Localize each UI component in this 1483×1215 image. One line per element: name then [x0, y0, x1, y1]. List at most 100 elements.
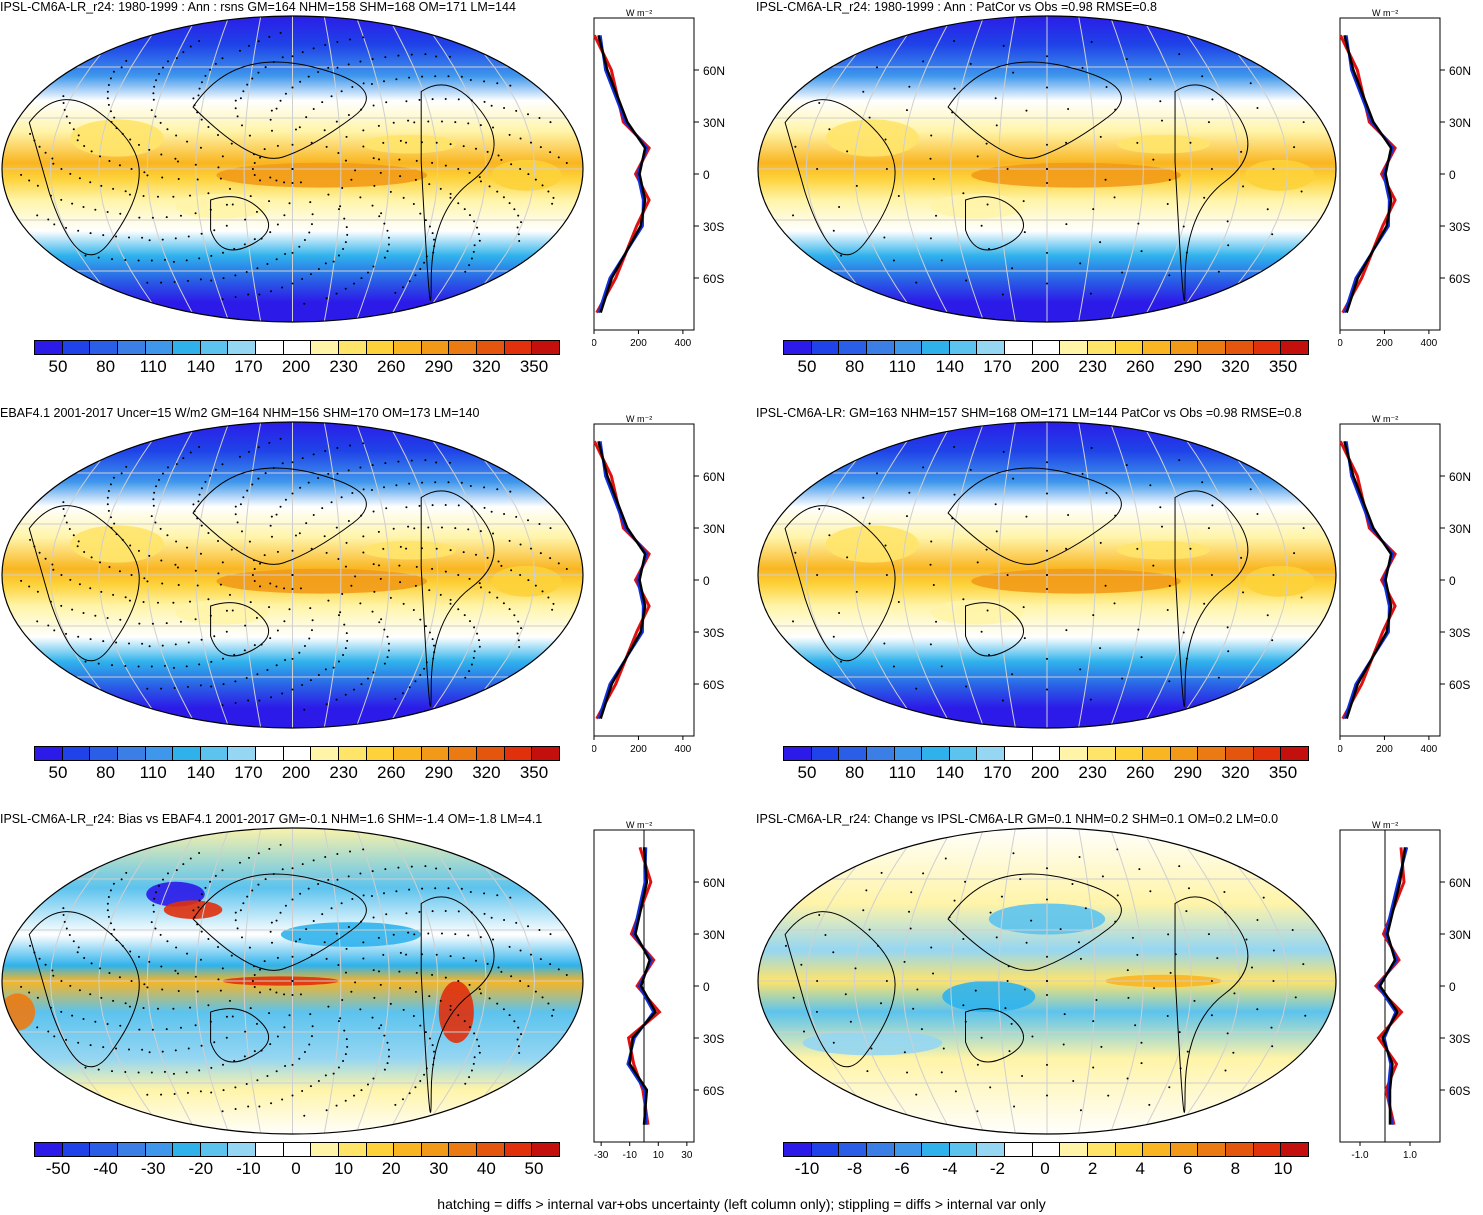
- field-anomaly: [362, 540, 457, 560]
- lat-tick-label: 30N: [1449, 928, 1471, 942]
- continent-outline: [1174, 490, 1249, 707]
- continent-outline: [28, 911, 140, 1068]
- colorbar-label: 80: [845, 763, 865, 782]
- colorbar-label: -10: [794, 1159, 820, 1178]
- zonal-unit-label: W m⁻²: [626, 8, 652, 18]
- colorbar-swatch: [1143, 341, 1171, 354]
- colorbar-label: 140: [935, 763, 964, 782]
- lat-tick-label: 30N: [703, 522, 725, 536]
- continent-outline: [784, 99, 896, 256]
- colorbar-label: 260: [1126, 357, 1155, 376]
- zonal-mean-plot: W m⁻² 60N 30N 0 30S 60S 0 200 400: [1338, 8, 1471, 346]
- colorbar-label: 260: [1126, 763, 1155, 782]
- colorbar-swatch: [922, 747, 950, 760]
- colorbar-swatch: [922, 341, 950, 354]
- zonal-x-tick: 400: [675, 338, 692, 346]
- field-anomaly: [1244, 565, 1315, 597]
- colorbar-swatch: [477, 1143, 505, 1156]
- colorbar-swatch: [117, 747, 146, 760]
- colorbar-label: 260: [377, 357, 406, 376]
- zonal-x-tick: 400: [675, 744, 692, 752]
- colorbar-label: 110: [888, 357, 916, 376]
- field-anomaly: [362, 134, 457, 154]
- continent-outline: [965, 196, 1024, 251]
- colorbar-swatch: [1087, 1143, 1116, 1156]
- colorbar-label: -30: [140, 1159, 166, 1178]
- colorbar-label: -10: [236, 1159, 261, 1178]
- colorbar-swatch: [338, 341, 367, 354]
- zonal-x-tick: -1.0: [1351, 1150, 1369, 1158]
- continent-outline: [1174, 84, 1249, 301]
- colorbar-swatch: [366, 747, 395, 760]
- zonal-x-tick: 0: [1338, 338, 1343, 346]
- colorbar-swatch: [1281, 341, 1308, 354]
- colorbar-swatch: [256, 341, 284, 354]
- colorbar-swatch: [62, 341, 91, 354]
- colorbar-swatch: [173, 1143, 201, 1156]
- continent-outline: [1174, 896, 1249, 1113]
- field-anomaly: [971, 568, 1181, 594]
- colorbar-label: 110: [139, 763, 167, 782]
- colorbar-swatch: [1032, 1143, 1061, 1156]
- colorbar-label: 200: [281, 357, 311, 376]
- zonal-x-tick: -30: [594, 1150, 609, 1158]
- zonal-unit-label: W m⁻²: [1372, 820, 1398, 830]
- colorbar-swatch: [1143, 747, 1171, 760]
- field-anomaly: [1116, 134, 1210, 154]
- zonal-series-line: [1343, 35, 1393, 314]
- colorbar-swatch: [504, 1143, 533, 1156]
- colorbar-label: 170: [234, 763, 263, 782]
- colorbar-swatch: [811, 341, 840, 354]
- panel-rsns-model: IPSL-CM6A-LR_r24: 1980-1999 : Ann : rsns…: [0, 0, 740, 390]
- lat-tick-label: 30S: [1449, 626, 1470, 640]
- colorbar-swatch: [977, 341, 1005, 354]
- colorbar-label: 170: [983, 763, 1012, 782]
- zonal-x-tick: -10: [622, 1150, 637, 1158]
- field-anomaly: [70, 525, 164, 563]
- zonal-x-tick: 0: [592, 744, 597, 752]
- field-anomaly: [70, 119, 164, 157]
- panel-title: IPSL-CM6A-LR: GM=163 NHM=157 SHM=168 OM=…: [756, 406, 1302, 420]
- colorbar-swatch: [922, 1143, 950, 1156]
- colorbar-swatch: [35, 747, 63, 760]
- colorbar-label: 80: [96, 357, 116, 376]
- footer-note: hatching = diffs > internal var+obs unce…: [437, 1196, 1046, 1212]
- field-anomaly: [280, 922, 422, 947]
- zonal-x-tick: 10: [653, 1150, 665, 1158]
- colorbar-swatch: [866, 341, 895, 354]
- colorbar-label: 110: [139, 357, 167, 376]
- colorbar-swatch: [1060, 747, 1088, 760]
- colorbar-swatch: [1253, 1143, 1282, 1156]
- lat-tick-label: 30N: [1449, 116, 1471, 130]
- colorbar-label: 170: [983, 357, 1012, 376]
- continent-outline: [947, 61, 1122, 159]
- colorbar-label: 80: [96, 763, 116, 782]
- colorbar-swatch: [1281, 1143, 1308, 1156]
- colorbar-swatch: [1060, 1143, 1088, 1156]
- colorbar-label: 20: [381, 1159, 401, 1178]
- lat-tick-label: 0: [703, 168, 710, 182]
- lat-tick-label: 60N: [703, 64, 725, 78]
- robinson-map: [1, 827, 584, 1135]
- colorbar-label: 40: [476, 1159, 496, 1178]
- colorbar-swatch: [256, 747, 284, 760]
- colorbar-swatch: [1170, 1143, 1199, 1156]
- colorbar-label: 290: [1173, 763, 1202, 782]
- zonal-x-tick: 200: [1376, 744, 1393, 752]
- field-anomaly: [1244, 159, 1315, 191]
- colorbar-label: -2: [989, 1159, 1005, 1178]
- colorbar-swatch: [1143, 1143, 1171, 1156]
- zonal-unit-label: W m⁻²: [626, 820, 652, 830]
- continent-outline: [965, 602, 1024, 657]
- colorbar-label: 50: [797, 763, 817, 782]
- colorbar-swatch: [784, 1143, 812, 1156]
- continent-outline: [947, 873, 1122, 971]
- lat-tick-label: 60S: [1449, 272, 1470, 286]
- colorbar-swatch: [200, 1143, 229, 1156]
- colorbar-swatch: [173, 341, 201, 354]
- panel-title: IPSL-CM6A-LR_r24: Bias vs EBAF4.1 2001-2…: [0, 812, 543, 826]
- colorbar-swatch: [421, 341, 450, 354]
- colorbar-swatch: [1087, 341, 1116, 354]
- zonal-series-line: [597, 441, 647, 720]
- zonal-x-tick: 400: [1421, 744, 1438, 752]
